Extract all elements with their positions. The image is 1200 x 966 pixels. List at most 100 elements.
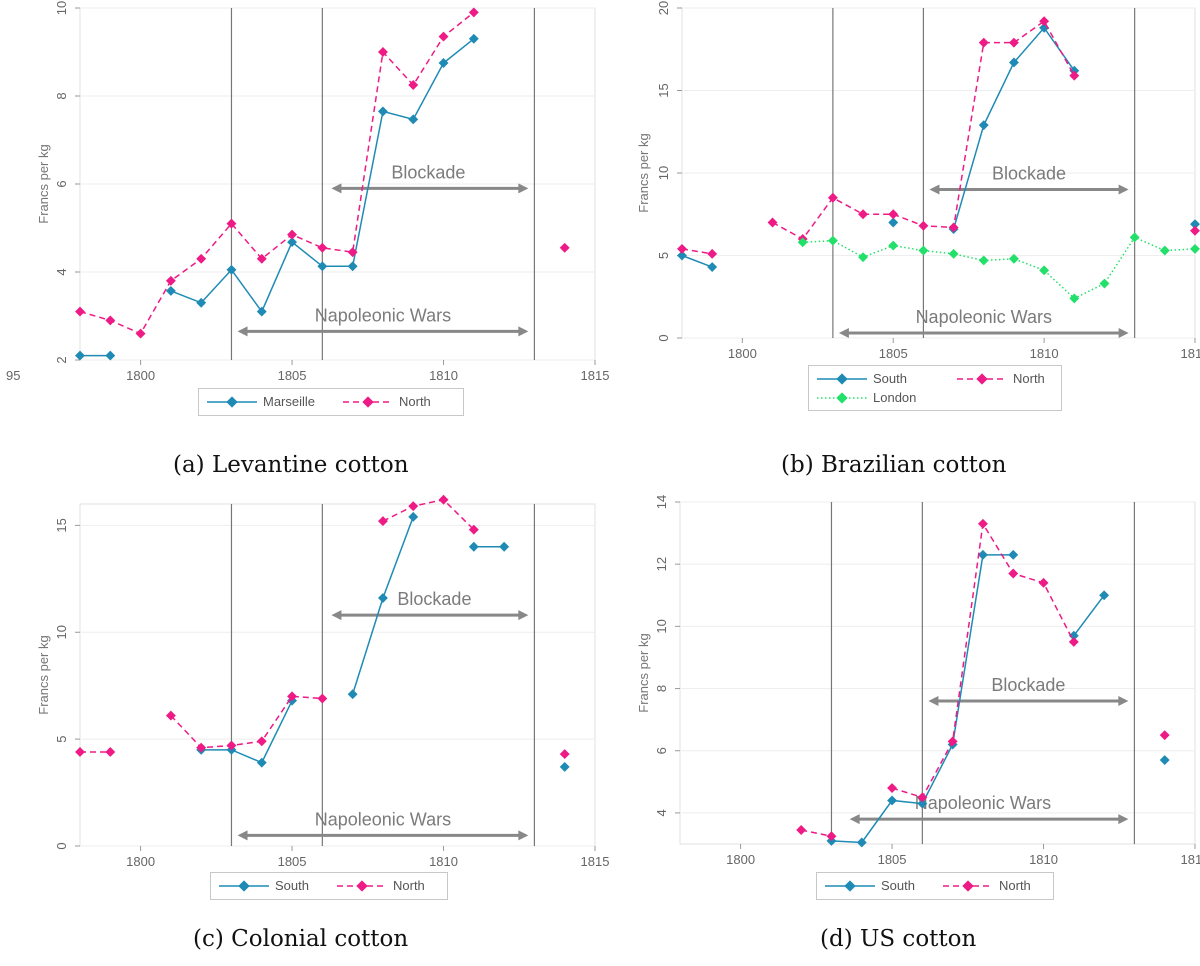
chart-levantine-cotton: 2 4 6 8 10 1800 1805 1810 1815 95 Francs per kg Blo… <box>6 1 609 383</box>
data-point-north <box>226 218 237 229</box>
data-point-south <box>1190 219 1200 230</box>
data-point-north <box>135 328 146 339</box>
x-tick-label: 1810 <box>1029 852 1058 867</box>
data-point-north <box>559 242 570 253</box>
caption-b: (b) Brazilian cotton <box>781 452 1007 478</box>
caption-d: (d) US cotton <box>820 926 977 952</box>
x-tick-label: 1805 <box>878 852 907 867</box>
data-point-london <box>948 248 959 259</box>
data-point-north <box>256 253 267 264</box>
x-tick-label: 1815 <box>581 854 610 869</box>
y-tick-label: 8 <box>654 685 669 692</box>
annotation-label: Napoleonic Wars <box>916 307 1052 327</box>
data-point-north <box>977 518 988 529</box>
chart-colonial-cotton: 0 5 10 15 1800 1805 1810 1815 Francs per kg Block… <box>36 494 609 869</box>
y-tick-label: 15 <box>54 518 69 532</box>
chart-panel-levantine: 2 4 6 8 10 1800 1805 1810 1815 95 Francs per kg Blo… <box>0 0 609 440</box>
arrowhead-right <box>518 610 529 621</box>
x-tick-label: 1805 <box>278 854 307 869</box>
data-point-south <box>677 250 687 261</box>
data-point-marseille <box>256 306 267 317</box>
data-point-north <box>1008 568 1019 579</box>
data-point-north <box>888 209 899 220</box>
legend-label: South <box>881 878 915 893</box>
chart-us-cotton: 4 6 8 10 12 14 1800 1805 1810 1815 Francs per kg Bl… <box>636 495 1200 867</box>
legend-item-south: South <box>825 878 915 893</box>
legend-us: South North <box>816 872 1054 900</box>
data-point-south <box>468 541 479 552</box>
x-tick-label: 1815 <box>581 368 610 383</box>
data-point-north <box>1190 225 1200 236</box>
chart-panel-brazilian: 0 5 10 15 20 1800 1805 1810 1815 Francs per kg Blo… <box>600 0 1200 440</box>
x-tick-label: 1800 <box>126 854 155 869</box>
y-tick-label: 8 <box>54 92 69 99</box>
arrowhead-left <box>929 184 940 195</box>
y-tick-label: 10 <box>654 619 669 633</box>
y-tick-label: 10 <box>54 1 69 15</box>
x-tick-label: 1810 <box>1030 346 1059 361</box>
x-tick-label: 1815 <box>1181 346 1200 361</box>
series-line-north <box>170 695 323 749</box>
caption-c: (c) Colonial cotton <box>193 926 409 952</box>
series-line-south <box>681 254 713 268</box>
data-point-north <box>1008 37 1019 48</box>
data-point-north <box>827 192 838 203</box>
data-point-north <box>887 783 898 793</box>
data-point-south <box>887 795 898 806</box>
data-point-north <box>347 247 358 258</box>
y-tick-label: 10 <box>656 166 671 180</box>
arrowhead-right <box>1118 184 1129 195</box>
data-point-london <box>858 252 869 263</box>
data-point-south <box>559 761 570 772</box>
data-point-south <box>978 120 989 131</box>
y-tick-label: 6 <box>54 180 69 187</box>
arrowhead-right <box>518 183 529 194</box>
legend-label: Marseille <box>263 394 316 409</box>
arrowhead-left <box>237 830 248 841</box>
arrowhead-left <box>237 326 248 337</box>
arrowhead-right <box>1118 695 1129 706</box>
data-point-london <box>827 235 838 246</box>
data-point-london <box>978 255 989 266</box>
data-point-north <box>559 749 570 760</box>
chart-panel-us: 4 6 8 10 12 14 1800 1805 1810 1815 Francs per kg Bl… <box>600 490 1200 910</box>
arrowhead-right <box>518 326 529 337</box>
y-tick-label: 14 <box>654 495 669 509</box>
arrowhead-left <box>838 328 849 339</box>
x-tick-label: 1810 <box>429 854 458 869</box>
data-point-north <box>287 691 298 702</box>
data-point-south <box>888 217 899 228</box>
caption-a: (a) Levantine cotton <box>173 452 409 478</box>
data-point-marseille <box>347 261 358 272</box>
data-point-marseille <box>317 261 328 272</box>
annotation-label: Blockade <box>991 675 1065 695</box>
x-tick-label: 1805 <box>278 368 307 383</box>
data-point-north <box>826 831 837 842</box>
data-point-south <box>499 541 510 552</box>
legend-item-north: North <box>943 878 1031 893</box>
data-point-north <box>858 209 869 220</box>
legend-label: North <box>1013 371 1045 386</box>
data-point-south <box>977 549 988 560</box>
legend-label: North <box>399 394 431 409</box>
y-tick-label: 4 <box>654 809 669 816</box>
data-point-north <box>438 494 449 505</box>
y-axis-label: Francs per kg <box>636 133 651 212</box>
data-point-north <box>978 37 989 48</box>
chart-brazilian-cotton: 0 5 10 15 20 1800 1805 1810 1815 Francs per kg Blo… <box>636 1 1200 361</box>
series-line-south <box>201 700 293 764</box>
data-point-north <box>767 217 778 228</box>
chart-panel-colonial: 0 5 10 15 1800 1805 1810 1815 Francs per kg Block… <box>0 490 609 910</box>
y-tick-label: 20 <box>656 1 671 15</box>
data-point-north <box>105 747 116 757</box>
annotation-label: Napoleonic Wars <box>915 793 1051 813</box>
series-line-north <box>681 248 713 255</box>
legend-label: South <box>275 878 309 893</box>
x-tick-label: 1800 <box>126 368 155 383</box>
data-point-north <box>317 242 328 253</box>
plot-area <box>679 501 1196 845</box>
data-point-south <box>1008 549 1019 560</box>
data-point-london <box>1039 265 1050 276</box>
y-axis-label: Francs per kg <box>636 633 651 712</box>
data-point-south <box>256 757 267 768</box>
